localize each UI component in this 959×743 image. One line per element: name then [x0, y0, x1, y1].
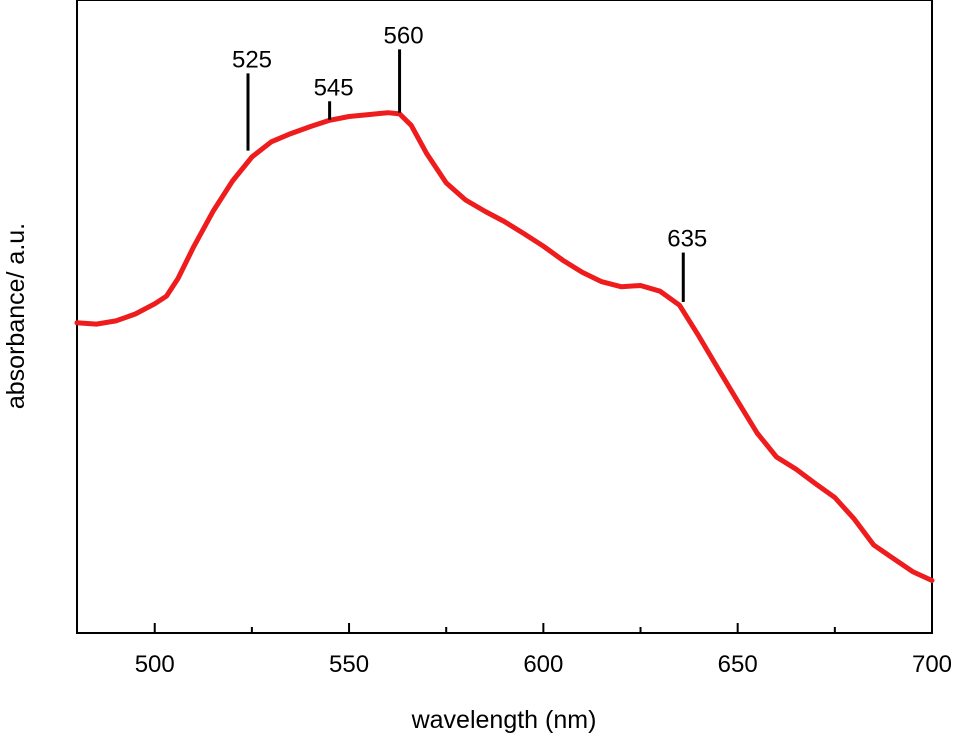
peak-annotations: 525 545 560 635	[232, 22, 707, 302]
x-axis-ticks: 500 550 600 650 700	[135, 623, 952, 678]
x-tick-label-600: 600	[523, 651, 563, 678]
peak-label-545: 545	[314, 74, 354, 101]
absorbance-series-line	[74, 110, 935, 583]
peak-label-560: 560	[384, 22, 424, 49]
x-tick-label-700: 700	[912, 651, 952, 678]
plot-frame	[76, 0, 933, 634]
x-tick-label-500: 500	[135, 651, 175, 678]
peak-label-525: 525	[232, 46, 272, 73]
x-tick-label-550: 550	[329, 651, 369, 678]
peak-label-635: 635	[667, 226, 707, 253]
x-axis-title: wavelength (nm)	[411, 706, 597, 734]
x-tick-label-650: 650	[718, 651, 758, 678]
y-axis-title: absorbance/ a.u.	[2, 223, 30, 409]
